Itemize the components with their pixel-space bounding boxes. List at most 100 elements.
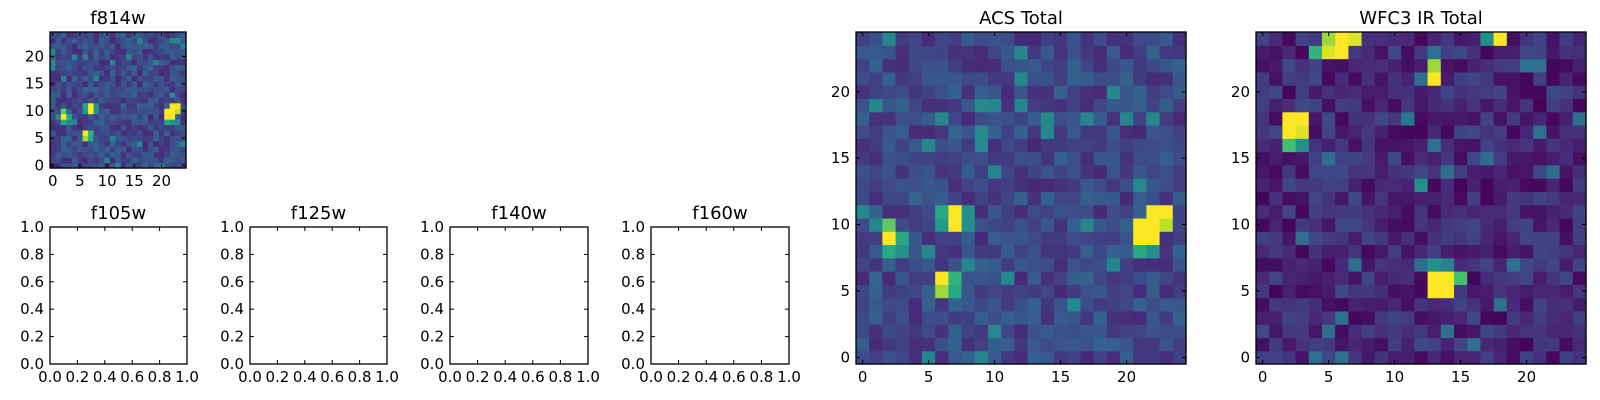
heatmap-cell	[908, 111, 923, 126]
heatmap-cell	[1001, 310, 1015, 325]
heatmap-cell	[60, 97, 67, 104]
heatmap-cell	[109, 124, 116, 131]
heatmap-cell	[98, 91, 105, 98]
heatmap-cell	[1467, 231, 1481, 246]
heatmap-cell	[1388, 124, 1402, 139]
heatmap-cell	[1322, 151, 1336, 166]
heatmap-cell	[93, 102, 100, 109]
heatmap-cell	[1454, 244, 1468, 259]
heatmap-cell	[1493, 85, 1508, 99]
heatmap-cell	[142, 53, 149, 60]
heatmap-cell	[142, 70, 149, 77]
heatmap-cell	[1440, 71, 1455, 86]
heatmap-cell	[1454, 58, 1468, 73]
heatmap-cell	[1106, 85, 1121, 99]
y-tick-label: 0.6	[420, 273, 444, 291]
heatmap-cell	[1282, 164, 1297, 179]
heatmap-cell	[1506, 98, 1521, 113]
heatmap-cell	[908, 138, 923, 153]
heatmap-cell	[974, 45, 989, 60]
heatmap-cell	[147, 37, 154, 44]
y-tick-label: 0.2	[20, 328, 44, 346]
heatmap-cell	[1120, 58, 1134, 73]
heatmap-cell	[1374, 310, 1389, 325]
heatmap-cell	[856, 257, 870, 272]
heatmap-cell	[961, 310, 976, 325]
heatmap-cell	[126, 91, 133, 98]
heatmap-cell	[1388, 151, 1402, 166]
heatmap-cell	[1335, 337, 1349, 352]
heatmap-cell	[1506, 85, 1521, 99]
heatmap-cell	[935, 151, 949, 166]
heatmap-cell	[55, 48, 62, 55]
heatmap-cell	[120, 75, 127, 82]
heatmap-cell	[1546, 151, 1561, 166]
heatmap-cell	[895, 324, 910, 339]
heatmap-cell	[50, 124, 57, 131]
heatmap-cell	[1454, 124, 1468, 139]
heatmap-cell	[856, 350, 870, 365]
heatmap-cell	[115, 97, 122, 104]
heatmap-cell	[1335, 310, 1349, 325]
heatmap-cell	[1146, 58, 1161, 73]
heatmap-cell	[1374, 71, 1389, 86]
heatmap-cell	[1067, 257, 1081, 272]
heatmap-cell	[1506, 337, 1521, 352]
heatmap-cell	[175, 140, 182, 147]
heatmap-cell	[115, 162, 122, 169]
heatmap-cell	[908, 350, 923, 365]
heatmap-cell	[1414, 138, 1429, 153]
heatmap-cell	[115, 119, 122, 126]
heatmap-cell	[1308, 191, 1323, 206]
heatmap-cell	[1146, 45, 1161, 60]
heatmap-cell	[1454, 151, 1468, 166]
heatmap-cell	[98, 75, 105, 82]
heatmap-cell	[1106, 337, 1121, 352]
y-tick-label: 1.0	[420, 218, 444, 236]
heatmap-cell	[1093, 85, 1108, 99]
heatmap-cell	[142, 162, 149, 169]
heatmap-cell	[1282, 191, 1297, 206]
heatmap-cell	[1172, 164, 1187, 179]
heatmap-cell	[71, 53, 78, 60]
heatmap-cell	[1348, 231, 1363, 246]
heatmap-cell	[961, 217, 976, 232]
heatmap-cell	[1080, 244, 1095, 259]
heatmap-cell	[147, 140, 154, 147]
heatmap-cell	[1054, 231, 1068, 246]
heatmap-cell	[60, 64, 67, 71]
heatmap-cell	[50, 75, 57, 82]
heatmap-cell	[1256, 337, 1270, 352]
heatmap-cell	[1559, 111, 1574, 126]
heatmap-cell	[1159, 191, 1174, 206]
heatmap-cell	[169, 86, 176, 93]
heatmap-cell	[98, 32, 105, 39]
heatmap-cell	[1027, 124, 1042, 139]
heatmap-cell	[1480, 191, 1495, 206]
heatmap-cell	[1282, 350, 1297, 365]
heatmap-cell	[115, 37, 122, 44]
heatmap-cell	[882, 244, 897, 259]
heatmap-cell	[1533, 310, 1547, 325]
heatmap-cell	[142, 32, 149, 39]
heatmap-cell	[88, 53, 95, 60]
heatmap-cell	[1361, 98, 1376, 113]
heatmap-cell	[93, 75, 100, 82]
heatmap-cell	[856, 191, 870, 206]
heatmap-cell	[164, 119, 171, 126]
heatmap-cell	[948, 58, 963, 73]
heatmap-cell	[1533, 231, 1547, 246]
heatmap-cell	[1295, 204, 1310, 219]
heatmap-cell	[1361, 178, 1376, 192]
heatmap-cell	[115, 91, 122, 98]
heatmap-cell	[1506, 324, 1521, 339]
heatmap-cell	[66, 119, 73, 126]
heatmap-cell	[1093, 350, 1108, 365]
heatmap-cell	[1159, 151, 1174, 166]
heatmap-cell	[1374, 244, 1389, 259]
heatmap-cell	[1401, 271, 1415, 285]
heatmap-cell	[153, 146, 160, 153]
heatmap-cell	[1014, 124, 1029, 139]
heatmap-cell	[1067, 204, 1081, 219]
